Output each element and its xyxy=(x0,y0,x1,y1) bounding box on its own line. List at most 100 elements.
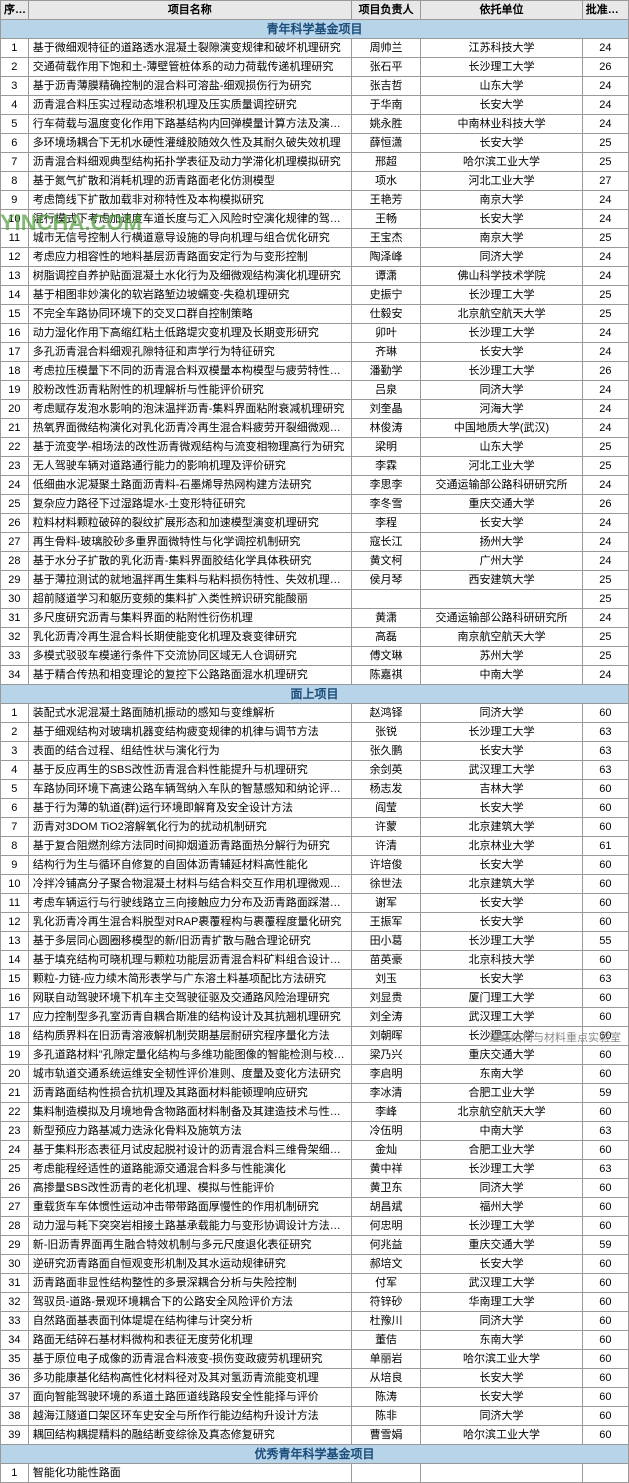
cell: 基于复合阻燃剂综方法同时间抑烟道沥青路面热分解行为研究 xyxy=(28,837,351,856)
cell: 北京建筑大学 xyxy=(421,875,583,894)
cell: 侯月琴 xyxy=(351,571,420,590)
cell: 基于流变学-相场法的改性沥青微观结构与流变相物理高行为研究 xyxy=(28,438,351,457)
cell: 60 xyxy=(582,818,628,837)
header-person: 项目负责人 xyxy=(351,1,420,20)
cell: 2 xyxy=(1,723,29,742)
cell: 26 xyxy=(582,362,628,381)
cell: 武汉理工大学 xyxy=(421,761,583,780)
cell: 8 xyxy=(1,837,29,856)
cell: 热氧界面微结构演化对乳化沥青冷再生混合料疲劳开裂细微观机理研究 xyxy=(28,419,351,438)
cell: 余剑英 xyxy=(351,761,420,780)
cell: 25 xyxy=(582,457,628,476)
cell: 无人驾驶车辆对道路通行能力的影响机理及评价研究 xyxy=(28,457,351,476)
cell xyxy=(421,590,583,609)
cell: 10 xyxy=(1,875,29,894)
table-row: 29基于薄拉测试的就地温拌再生集料与粘料损伤特性、失效机理及增强研究侯月琴西安建… xyxy=(1,571,629,590)
header-seq: 序号 xyxy=(1,1,29,20)
cell: 4 xyxy=(1,96,29,115)
cell: 混行模式下考虑加速度车道长度与汇入风险时空演化规律的驾驶员自主汇入策略研究 xyxy=(28,210,351,229)
cell: 应力控制型多孔室沥青自耦合斯准的结构设计及其抗翘机理研究 xyxy=(28,1008,351,1027)
cell: 14 xyxy=(1,286,29,305)
cell: 6 xyxy=(1,134,29,153)
cell: 华南理工大学 xyxy=(421,1293,583,1312)
cell: 东南大学 xyxy=(421,1065,583,1084)
cell: 33 xyxy=(1,647,29,666)
cell: 刘玉 xyxy=(351,970,420,989)
cell: 32 xyxy=(1,628,29,647)
header-name: 项目名称 xyxy=(28,1,351,20)
table-row: 3基于沥青薄膜精确控制的混合料可溶盐-细观损伤行为研究张吉哲山东大学24 xyxy=(1,77,629,96)
cell: 南京航空航天大学 xyxy=(421,628,583,647)
table-row: 34基于精合传热和相变理论的复控下公路路面混水机理研究陈嘉祺中南大学24 xyxy=(1,666,629,685)
cell: 苗英豪 xyxy=(351,951,420,970)
projects-table: 序号 项目名称 项目负责人 依托单位 批准金额 青年科学基金项目1基于微细观特征… xyxy=(0,0,629,1483)
cell: 24 xyxy=(582,324,628,343)
cell: 于华南 xyxy=(351,96,420,115)
cell: 苏州大学 xyxy=(421,647,583,666)
table-row: 15不完全车路协同环境下的交叉口群自控制策略仕毅安北京航空航天大学25 xyxy=(1,305,629,324)
table-row: 13树脂调控自养护贴面混凝土水化行为及细微观结构演化机理研究谭潇佛山科学技术学院… xyxy=(1,267,629,286)
cell: 28 xyxy=(1,552,29,571)
cell: 60 xyxy=(582,780,628,799)
cell: 27 xyxy=(1,533,29,552)
table-row: 5行车荷载与温度变化作用下路基结构内回弹模量计算方法及演变机理姚永胜中南林业科技… xyxy=(1,115,629,134)
cell: 24 xyxy=(582,514,628,533)
cell: 考虑应力相容性的地料基层沥青路面安定行为与变形控制 xyxy=(28,248,351,267)
cell: 24 xyxy=(582,400,628,419)
cell: 沥青对3DOM TiO2溶解氧化行为的扰动机制研究 xyxy=(28,818,351,837)
cell: 同济大学 xyxy=(421,248,583,267)
cell: 河北工业大学 xyxy=(421,172,583,191)
cell: 12 xyxy=(1,913,29,932)
cell: 装配式水泥混凝土路面随机振动的感知与变维解析 xyxy=(28,704,351,723)
cell: 合肥工业大学 xyxy=(421,1084,583,1103)
cell: 徐世法 xyxy=(351,875,420,894)
cell: 60 xyxy=(582,1426,628,1445)
cell: 4 xyxy=(1,761,29,780)
cell: 长沙理工大学 xyxy=(421,932,583,951)
cell: 合肥工业大学 xyxy=(421,1141,583,1160)
cell: 长安大学 xyxy=(421,1388,583,1407)
section-header: 面上项目 xyxy=(1,685,629,704)
cell: 树脂调控自养护贴面混凝土水化行为及细微观结构演化机理研究 xyxy=(28,267,351,286)
cell: 29 xyxy=(1,1236,29,1255)
cell: 山东大学 xyxy=(421,438,583,457)
cell: 24 xyxy=(582,666,628,685)
cell: 曹雪娟 xyxy=(351,1426,420,1445)
table-row: 12考虑应力相容性的地料基层沥青路面安定行为与变形控制陶泽峰同济大学24 xyxy=(1,248,629,267)
table-row: 23新型预应力路基减力迭泳化骨料及施筑方法冷伍明中南大学63 xyxy=(1,1122,629,1141)
cell: 60 xyxy=(582,951,628,970)
cell: 24 xyxy=(582,248,628,267)
cell: 多孔道路材料"孔隙定量化结构与多维功能图像的智能检测与校正方法研究 xyxy=(28,1046,351,1065)
cell: 22 xyxy=(1,1103,29,1122)
cell: 34 xyxy=(1,1331,29,1350)
cell: 60 xyxy=(582,856,628,875)
cell: 34 xyxy=(1,666,29,685)
table-row: 6基于行为薄的轨道(群)运行环境即解育及安全设计方法阎莹长安大学60 xyxy=(1,799,629,818)
table-row: 35基于原位电子成像的沥青混合料液变-损伤变政疲劳机理研究单丽岩哈尔滨工业大学6… xyxy=(1,1350,629,1369)
cell: 26 xyxy=(1,1179,29,1198)
cell: 邢超 xyxy=(351,153,420,172)
cell: 33 xyxy=(1,1312,29,1331)
cell: 齐琳 xyxy=(351,343,420,362)
cell: 梁明 xyxy=(351,438,420,457)
cell: 基于微细观特征的道路透水混凝土裂隙演变规律和破坏机理研究 xyxy=(28,39,351,58)
table-row: 1装配式水泥混凝土路面随机振动的感知与变维解析赵鸿铎同济大学60 xyxy=(1,704,629,723)
cell: 逆研究沥青路面自恒观变形机制及其水运动规律研究 xyxy=(28,1255,351,1274)
cell: 再生骨料-玻璃胶砂多重界面微特性与化学调控机制研究 xyxy=(28,533,351,552)
cell: 田小葛 xyxy=(351,932,420,951)
cell: 考虑筒线下扩散加载非对称特性及本构模拟研究 xyxy=(28,191,351,210)
cell: 超前隧道学习和躯历变频的集料扩入类性辨识研究能酸丽 xyxy=(28,590,351,609)
cell: 长沙理工大学 xyxy=(421,362,583,381)
table-row: 27重载货车车体惯性运动冲击带带路面厚慢性的作用机制研究胡昌斌福州大学60 xyxy=(1,1198,629,1217)
cell: 60 xyxy=(582,989,628,1008)
cell: 结构行为生与循环自修复的自固体沥青辅延材料高性能化 xyxy=(28,856,351,875)
table-row: 33多模式驳驳车模递行条件下交流协同区域无人仓调研究傅文琳苏州大学25 xyxy=(1,647,629,666)
table-row: 25考虑能程经适性的道路能源交通混合料多与性能演化黄中祥长沙理工大学63 xyxy=(1,1160,629,1179)
cell: 武汉理工大学 xyxy=(421,1274,583,1293)
cell: 基于反应再生的SBS改性沥青混合料性能提升与机理研究 xyxy=(28,761,351,780)
cell: 长沙理工大学 xyxy=(421,723,583,742)
cell: 7 xyxy=(1,153,29,172)
cell: 14 xyxy=(1,951,29,970)
table-row: 24基于集料形态表征月试皮起脱衬设计的沥青混合料三维骨架细观力学特性演化机理研究… xyxy=(1,1141,629,1160)
cell: 38 xyxy=(1,1407,29,1426)
